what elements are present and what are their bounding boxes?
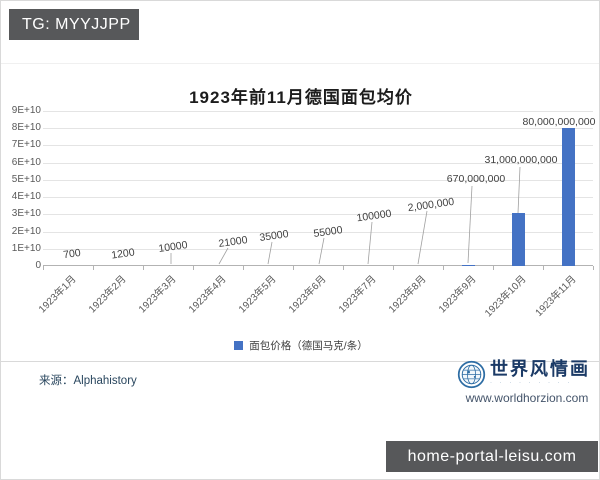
y-tick-label: 0 [35, 260, 41, 271]
chart-footer-divider [1, 361, 599, 362]
gridline [43, 179, 593, 181]
logo-block: 世界风情画 · · · · · · · · · www.worldhorzion… [457, 360, 597, 405]
y-tick-label: 7E+10 [11, 139, 41, 150]
y-tick-label: 3E+10 [11, 208, 41, 219]
tg-watermark-badge: TG: MYYJJPP [9, 9, 139, 40]
globe-icon [457, 360, 486, 389]
data-label: 31,000,000,000 [484, 154, 558, 166]
axis-tick [443, 266, 444, 270]
logo-title: 世界风情画 [490, 359, 590, 379]
bar-1923年9月 [461, 264, 475, 266]
site-watermark-badge: home-portal-leisu.com [386, 441, 598, 472]
chart-block-top-border [1, 63, 599, 64]
axis-tick [343, 266, 344, 270]
chart-title: 1923年前11月德国面包均价 [189, 88, 413, 107]
gridline [43, 145, 593, 147]
y-tick-label: 1E+10 [11, 243, 41, 254]
y-tick-label: 6E+10 [11, 157, 41, 168]
y-tick-label: 9E+10 [11, 105, 41, 116]
legend-label: 面包价格（德国马克/条） [249, 339, 368, 352]
axis-tick [143, 266, 144, 270]
axis-tick [43, 266, 44, 270]
axis-tick [393, 266, 394, 270]
source-credit: 来源：Alphahistory [39, 375, 137, 387]
data-label: 670,000,000 [446, 173, 506, 185]
axis-tick [493, 266, 494, 270]
data-label: 700 [62, 246, 82, 262]
y-tick-label: 2E+10 [11, 226, 41, 237]
data-label: 80,000,000,000 [522, 116, 596, 128]
bar-1923年10月 [511, 212, 525, 266]
logo-tagline: · · · · · · · · · [490, 380, 573, 386]
y-tick-label: 5E+10 [11, 174, 41, 185]
gridline [43, 214, 593, 216]
axis-tick [543, 266, 544, 270]
axis-tick [293, 266, 294, 270]
legend-swatch [234, 340, 244, 350]
y-tick-label: 8E+10 [11, 122, 41, 133]
y-tick-label: 4E+10 [11, 191, 41, 202]
gridline [43, 162, 593, 164]
gridline [43, 197, 593, 199]
axis-tick [593, 266, 594, 270]
axis-tick [93, 266, 94, 270]
x-axis-line [43, 265, 593, 266]
gridline [43, 231, 593, 233]
plot-area [43, 111, 594, 270]
gridline [43, 248, 593, 250]
axis-tick [243, 266, 244, 270]
logo-url: www.worldhorzion.com [465, 391, 589, 405]
gridline [43, 128, 593, 130]
bar-1923年11月 [561, 128, 575, 266]
axis-tick [193, 266, 194, 270]
gridline [43, 111, 593, 112]
legend: 面包价格（德国马克/条） [1, 338, 599, 352]
